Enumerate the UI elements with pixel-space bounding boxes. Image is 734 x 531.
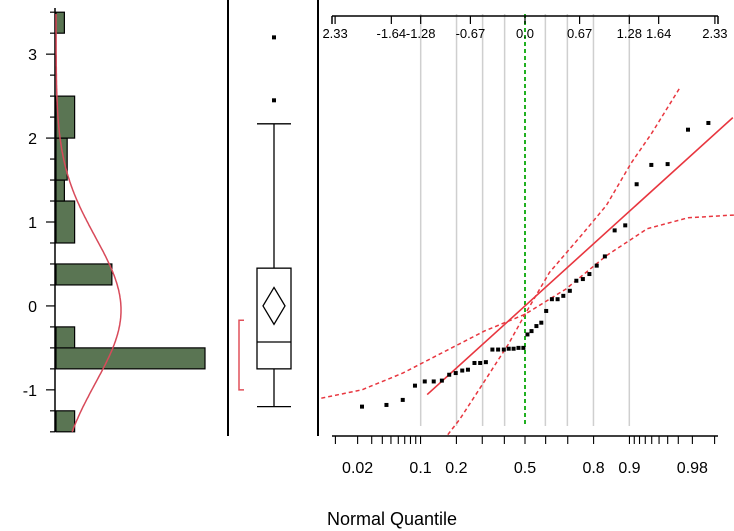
histogram-bar: [55, 263, 113, 286]
quantile-point: [587, 272, 592, 277]
top-tick-label: -0.67: [456, 26, 486, 41]
top-tick-label: 2.33: [702, 26, 727, 41]
quantile-point: [594, 263, 599, 268]
quantile-point: [521, 345, 526, 350]
confidence-band-lower: [321, 214, 734, 399]
top-tick-label: 2.33: [322, 26, 347, 41]
bottom-tick-label: 0.1: [409, 460, 431, 477]
top-tick-label: 0.67: [567, 26, 592, 41]
histogram-bar: [55, 11, 65, 34]
box: [256, 267, 292, 370]
top-tick-label: -1.64: [377, 26, 407, 41]
outlier-point: [272, 98, 276, 103]
y-tick-label: 2: [28, 131, 37, 148]
quantile-point: [544, 308, 549, 313]
quantile-point: [549, 297, 554, 302]
quantile-point: [478, 360, 483, 365]
histogram-bar: [55, 95, 76, 139]
quantile-point: [400, 397, 405, 402]
quantile-panel: 2.33 -1.64 -1.28 -0.67 0.0 0.67 1.28 1.64 2.33 0.…: [321, 14, 734, 477]
histogram-bar: [55, 347, 206, 370]
bottom-tick-label: 0.8: [582, 460, 604, 477]
quantile-point: [490, 347, 495, 352]
bottom-tick-label: 0.9: [618, 460, 640, 477]
quantile-point: [567, 288, 572, 293]
quantile-point: [431, 379, 436, 384]
quantile-point: [496, 347, 501, 352]
quantile-plot-area: [321, 87, 734, 436]
quantile-point: [501, 347, 506, 352]
top-tick-label: 1.28: [617, 26, 642, 41]
quantile-point: [511, 346, 516, 351]
histogram-panel: [55, 0, 229, 436]
quantile-point: [360, 404, 364, 409]
quantile-point: [472, 360, 477, 365]
quantile-point: [439, 378, 444, 383]
quantile-point: [506, 346, 511, 351]
quantile-point: [529, 329, 534, 334]
confidence-band-upper: [445, 87, 681, 436]
quantile-point: [453, 371, 458, 376]
quantile-point: [665, 162, 670, 167]
quantile-point: [634, 182, 639, 187]
shortest-half-bracket: [238, 319, 244, 391]
y-axis: 3 2 1 0 -1: [23, 8, 56, 433]
quantile-point: [460, 368, 465, 373]
quantile-point: [465, 367, 470, 372]
quantile-point: [574, 278, 579, 283]
quantile-point: [516, 345, 521, 350]
bottom-tick-label: 0.2: [445, 460, 467, 477]
mean-diamond: [262, 286, 286, 326]
histogram-bar: [55, 200, 76, 244]
quantile-point: [612, 228, 617, 233]
histogram-bar: [55, 179, 65, 202]
quantile-point: [539, 320, 544, 325]
y-tick-label: -1: [23, 383, 37, 400]
normal-density-curve: [55, 13, 122, 433]
quantile-point: [706, 120, 711, 125]
bottom-tick-label: 0.02: [342, 460, 373, 477]
quantile-point: [649, 162, 654, 167]
top-tick-label: 0.0: [516, 26, 534, 41]
fit-line: [426, 117, 734, 396]
y-tick-label: 0: [28, 299, 37, 316]
top-tick-label: 1.64: [646, 26, 671, 41]
quantile-point: [602, 254, 607, 259]
quantile-point: [447, 372, 452, 377]
boxplot-panel: [238, 0, 319, 436]
histogram-bar: [55, 326, 76, 349]
outlier-point: [272, 35, 276, 40]
quantile-point: [483, 360, 488, 365]
quantile-point: [561, 293, 566, 298]
quantile-point: [525, 332, 530, 337]
top-tick-label: -1.28: [406, 26, 436, 41]
bottom-tick-label: 0.5: [514, 460, 536, 477]
quantile-point: [384, 402, 389, 407]
quantile-point: [555, 297, 560, 302]
quantile-point: [412, 383, 417, 388]
quantile-point: [534, 324, 539, 329]
quantile-point: [623, 223, 628, 228]
bottom-tick-label: 0.98: [677, 460, 708, 477]
histogram-bar: [55, 410, 76, 433]
y-tick-label: 3: [28, 47, 37, 64]
y-tick-label: 1: [28, 215, 37, 232]
x-axis-label: Normal Quantile: [327, 509, 457, 529]
quantile-point: [686, 127, 690, 132]
quantile-point: [580, 277, 585, 282]
quantile-point: [422, 379, 427, 384]
